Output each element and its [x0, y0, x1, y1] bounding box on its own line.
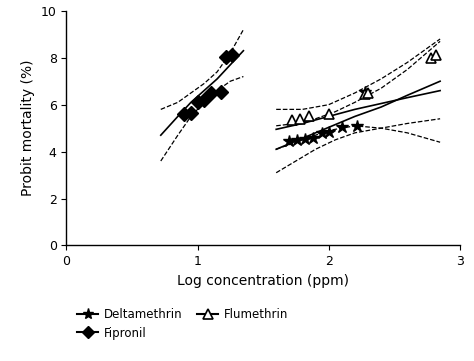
- Y-axis label: Probit mortality (%): Probit mortality (%): [21, 60, 35, 196]
- X-axis label: Log concentration (ppm): Log concentration (ppm): [177, 274, 349, 288]
- Legend: Deltamethrin, Fipronil, Flumethrin: Deltamethrin, Fipronil, Flumethrin: [72, 303, 293, 344]
